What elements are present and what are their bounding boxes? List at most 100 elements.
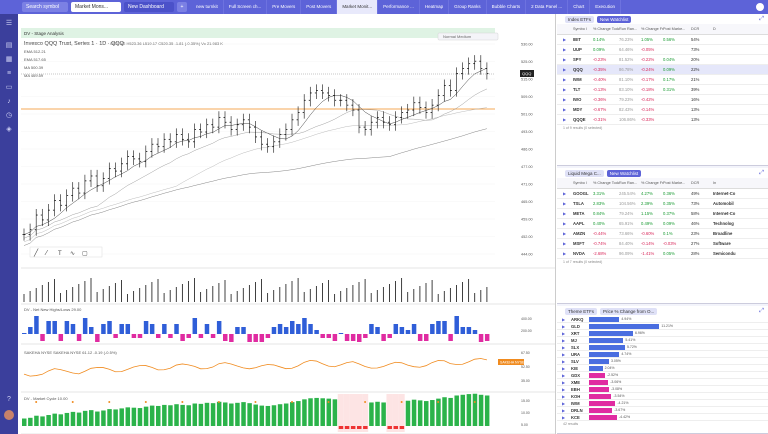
theme-row[interactable]: ▶ GLD 11.21% [557, 323, 768, 330]
col-header[interactable]: DCR [691, 181, 700, 185]
watchlist-row[interactable]: ▶ SPY -0.23% 81.52% -0.22% 0.04% 20% [557, 55, 768, 65]
play-icon[interactable]: ▶ [563, 231, 567, 236]
chart-area[interactable]: DV - Stage Analysis Invesco QQQ Trust, S… [18, 14, 556, 434]
tab-5[interactable]: Performance ... [378, 0, 420, 14]
play-icon[interactable]: ▶ [563, 211, 567, 216]
watchlist-row[interactable]: ▶ TLT -0.13% 83.10% -0.18% 0.31% 39% [557, 85, 768, 95]
watchlist-row[interactable]: ▶ NVDA -2.68% 96.09% -1.41% 0.05% 28% Semicondu [557, 249, 768, 259]
play-icon[interactable]: ▶ [563, 37, 567, 42]
price-chart[interactable]: DV - Stage Analysis Invesco QQQ Trust, S… [18, 14, 556, 434]
tab-11[interactable]: Execution [590, 0, 621, 14]
theme-row[interactable]: ▶ GDX -2.52% [557, 372, 768, 379]
watchlist-select-2[interactable]: Liquid Mega C... [565, 169, 604, 177]
play-icon[interactable]: ▶ [563, 241, 567, 246]
help-icon[interactable]: ? [7, 396, 11, 403]
play-icon[interactable]: ▶ [563, 117, 567, 122]
play-icon[interactable]: ▶ [563, 87, 567, 92]
play-icon[interactable]: ▶ [562, 379, 566, 385]
col-header[interactable]: Run Ran... [619, 27, 638, 31]
play-icon[interactable]: ▶ [562, 407, 566, 413]
col-header[interactable]: Symbo l [573, 181, 587, 185]
tab-4[interactable]: Market Monit... [337, 0, 379, 14]
watchlist-row[interactable]: ▶ AAPL 0.40% 65.91% 0.49% 0.09% 46% Technolog [557, 219, 768, 229]
theme-row[interactable]: ▶ EBH -3.08% [557, 386, 768, 393]
tab-1[interactable]: Full Screen ch... [224, 0, 268, 14]
watchlist-row[interactable]: ▶ MSFT -0.74% 84.40% -0.14% -0.03% 27% Software [557, 239, 768, 249]
rectangle-tool-icon[interactable]: ▢ [82, 251, 88, 257]
theme-row[interactable]: ▶ ARKQ 4.94% [557, 316, 768, 323]
tab-10[interactable]: Chart [568, 0, 591, 14]
play-icon[interactable]: ▶ [562, 400, 566, 406]
bell-icon[interactable]: ♪ [7, 98, 11, 105]
chart-mode-select[interactable] [437, 32, 499, 41]
play-icon[interactable]: ▶ [563, 251, 567, 256]
drawing-toolbar[interactable]: ╱ ⁄ T ∿ ▢ [29, 246, 103, 258]
add-tab-button[interactable]: + [177, 2, 187, 12]
theme-list-select[interactable]: Theme ETFs [565, 307, 598, 315]
col-header[interactable]: % Change Today [593, 181, 619, 185]
col-header[interactable]: In [713, 181, 717, 185]
play-icon[interactable]: ▶ [562, 414, 566, 420]
theme-row[interactable]: ▶ DRLN -3.67% [557, 407, 768, 414]
play-icon[interactable]: ▶ [563, 47, 567, 52]
theme-row[interactable]: ▶ KCE -4.42% [557, 414, 768, 421]
theme-row[interactable]: ▶ KIE 2.04% [557, 365, 768, 372]
theme-row[interactable]: ▶ MJ 5.41% [557, 337, 768, 344]
tab-9[interactable]: 2 Data Panel ... [526, 0, 569, 14]
play-icon[interactable]: ▶ [563, 57, 567, 62]
col-header[interactable]: % Change From Open [641, 181, 663, 185]
watchlist-row[interactable]: ▶ GOOGL 3.31% 245.54% 4.27% 0.36% 49% Internet-… [557, 189, 768, 199]
new-watchlist-button-1[interactable]: New Watchlist [597, 15, 632, 23]
watchlist-row[interactable]: ▶ META 0.84% 79.24% 1.15% 0.37% 58% Internet-Co [557, 209, 768, 219]
play-icon[interactable]: ▶ [562, 372, 566, 378]
col-header[interactable]: D [713, 27, 716, 31]
theme-row[interactable]: ▶ SLX 5.72% [557, 344, 768, 351]
play-icon[interactable]: ▶ [562, 337, 566, 343]
play-icon[interactable]: ▶ [563, 107, 567, 112]
theme-row[interactable]: ▶ KOH -3.54% [557, 393, 768, 400]
tab-2[interactable]: Pre Movers [267, 0, 302, 14]
clock-icon[interactable]: ◷ [5, 112, 13, 119]
tab-3[interactable]: Post Movers [301, 0, 338, 14]
theme-row[interactable]: ▶ SLV 3.05% [557, 358, 768, 365]
search-symbol-button[interactable]: Search symbol [22, 2, 68, 12]
tab-8[interactable]: Bubble Charts [487, 0, 527, 14]
play-icon[interactable]: ▶ [563, 201, 567, 206]
play-icon[interactable]: ▶ [562, 316, 566, 322]
expand-icon-2[interactable]: ⤢ [759, 169, 764, 176]
new-watchlist-button-2[interactable]: New Watchlist [606, 169, 642, 177]
play-icon[interactable]: ▶ [562, 323, 566, 329]
watchlist-row[interactable]: ▶ MDY -0.67% 82.43% -0.14% 13% [557, 105, 768, 115]
grid-icon[interactable]: ▦ [5, 56, 13, 63]
path-tool-icon[interactable]: ⁄ [44, 250, 49, 257]
play-icon[interactable]: ▶ [563, 67, 567, 72]
col-header[interactable]: Run Ran... [619, 181, 638, 185]
col-header[interactable]: % Change From Open [641, 27, 663, 31]
theme-row[interactable]: ▶ URA 4.74% [557, 351, 768, 358]
theme-row[interactable]: ▶ XME -3.06% [557, 379, 768, 386]
play-icon[interactable]: ▶ [563, 97, 567, 102]
expand-icon[interactable]: ⤢ [759, 15, 764, 22]
play-icon[interactable]: ▶ [563, 191, 567, 196]
new-dashboard-button[interactable]: New Dashboard [124, 2, 174, 12]
play-icon[interactable]: ▶ [562, 386, 566, 392]
watchlist-row[interactable]: ▶ IWM -0.40% 81.10% -0.17% 0.17% 21% [557, 75, 768, 85]
col-header[interactable]: Symbo l [573, 27, 587, 31]
play-icon[interactable]: ▶ [563, 77, 567, 82]
play-icon[interactable]: ▶ [563, 221, 567, 226]
tab-6[interactable]: Heatmap [420, 0, 450, 14]
play-icon[interactable]: ▶ [562, 365, 566, 371]
play-icon[interactable]: ▶ [562, 358, 566, 364]
theme-row[interactable]: ▶ XRT 6.96% [557, 330, 768, 337]
user-avatar[interactable] [756, 3, 764, 11]
col-header[interactable]: DCR [691, 27, 700, 31]
watchlist-row[interactable]: ▶ UUP 0.09% 64.46% -0.05% 73% [557, 45, 768, 55]
col-header[interactable]: Post Marke... [663, 181, 686, 185]
watchlist-row[interactable]: ▶ TSLA 2.83% 104.56% 2.39% 0.35% 73% Automobil [557, 199, 768, 209]
screen-icon[interactable]: ▭ [5, 84, 13, 91]
theme-sort-select[interactable]: Price % Change from O... [600, 307, 658, 315]
theme-row[interactable]: ▶ IWM -4.21% [557, 400, 768, 407]
watchlist-row[interactable]: ▶ QQQE -0.31% 106.86% -0.33% 13% [557, 115, 768, 125]
measure-tool-icon[interactable]: ∿ [70, 251, 75, 257]
line-tool-icon[interactable]: ╱ [33, 248, 39, 257]
